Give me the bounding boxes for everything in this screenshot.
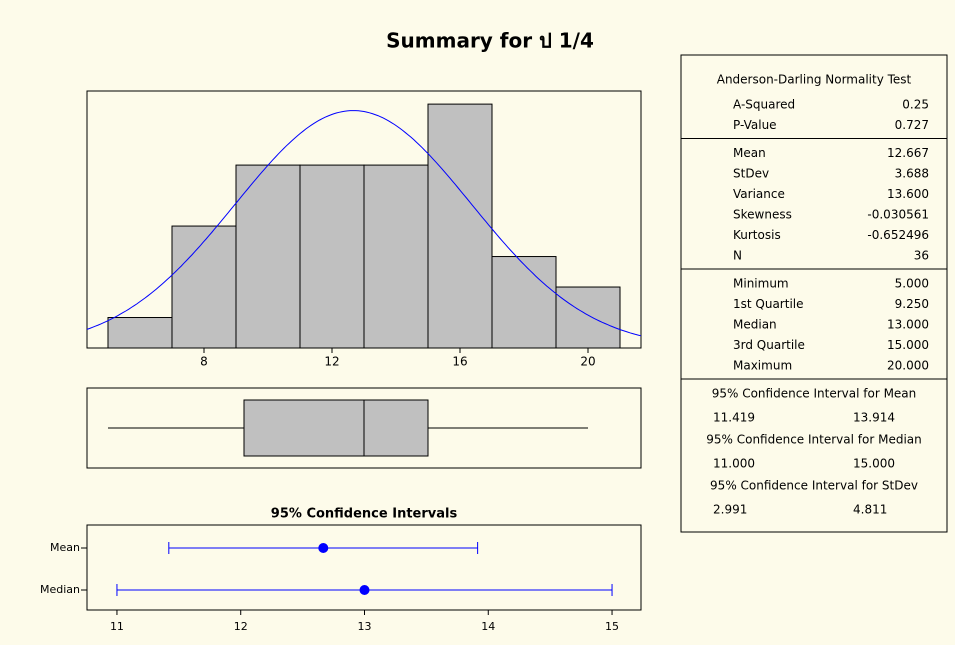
x-tick-label: 13: [357, 620, 371, 633]
bar: [235, 164, 301, 349]
x-tick-label: 15: [605, 620, 619, 633]
section-title: Anderson-Darling Normality Test: [717, 73, 912, 87]
boxplot-frame: [86, 387, 642, 469]
stat-value: 36: [914, 249, 929, 263]
row-label: Mean: [50, 541, 80, 554]
stat-label: Variance: [733, 187, 785, 201]
stat-value: 20.000: [887, 359, 929, 373]
bar: [555, 286, 621, 349]
stat-label: Median: [733, 318, 777, 332]
stat-label: Maximum: [733, 359, 792, 373]
stat-value: 15.000: [887, 338, 929, 352]
estimate: [359, 585, 370, 595]
bar: [491, 256, 557, 349]
interval-title: 95% Confidence Intervals: [271, 507, 458, 522]
row-label: Median: [40, 583, 80, 596]
bar: [299, 164, 365, 349]
x-tick-label: 12: [234, 620, 248, 633]
stat-value: 3.688: [895, 167, 929, 181]
x-tick-label: 12: [324, 355, 339, 369]
main-title: Summary for ป 1/4: [386, 29, 594, 53]
stat-value: 9.250: [895, 297, 929, 311]
interval-value: 2.991: [713, 503, 747, 517]
stat-label: 3rd Quartile: [733, 338, 805, 352]
x-tick-label: 8: [200, 355, 208, 369]
x-tick-label: 14: [481, 620, 495, 633]
stat-label: A-Squared: [733, 98, 795, 112]
box: [243, 399, 429, 457]
stat-value: 0.727: [895, 118, 929, 132]
section-title: 95% Confidence Interval for Median: [706, 433, 922, 447]
stat-label: P-Value: [733, 118, 777, 132]
interval-value: 13.914: [853, 411, 895, 425]
estimate: [318, 543, 329, 553]
section-title: 95% Confidence Interval for StDev: [710, 479, 918, 493]
bar: [107, 317, 173, 349]
stat-label: StDev: [733, 167, 769, 181]
normal-curve: [86, 110, 642, 337]
stat-value: 5.000: [895, 277, 929, 291]
stat-label: Skewness: [733, 208, 792, 222]
interval-value: 4.811: [853, 503, 887, 517]
stat-value: -0.030561: [867, 208, 929, 222]
interval-value: 11.419: [713, 411, 755, 425]
x-tick-label: 20: [580, 355, 595, 369]
x-tick-label: 16: [452, 355, 467, 369]
stat-value: 13.600: [887, 187, 929, 201]
stat-label: N: [733, 249, 742, 263]
stat-value: 13.000: [887, 318, 929, 332]
stat-value: -0.652496: [867, 228, 929, 242]
bar: [363, 164, 429, 349]
interval-value: 11.000: [713, 457, 755, 471]
bar: [427, 103, 493, 349]
stat-label: Minimum: [733, 277, 789, 291]
interval-value: 15.000: [853, 457, 895, 471]
stat-value: 12.667: [887, 146, 929, 160]
stat-label: Kurtosis: [733, 228, 781, 242]
x-tick-label: 11: [110, 620, 124, 633]
summary-table: [680, 54, 948, 533]
bar: [171, 225, 237, 349]
stat-value: 0.25: [902, 98, 929, 112]
section-title: 95% Confidence Interval for Mean: [712, 387, 917, 401]
stat-label: Mean: [733, 146, 766, 160]
stat-label: 1st Quartile: [733, 297, 804, 311]
